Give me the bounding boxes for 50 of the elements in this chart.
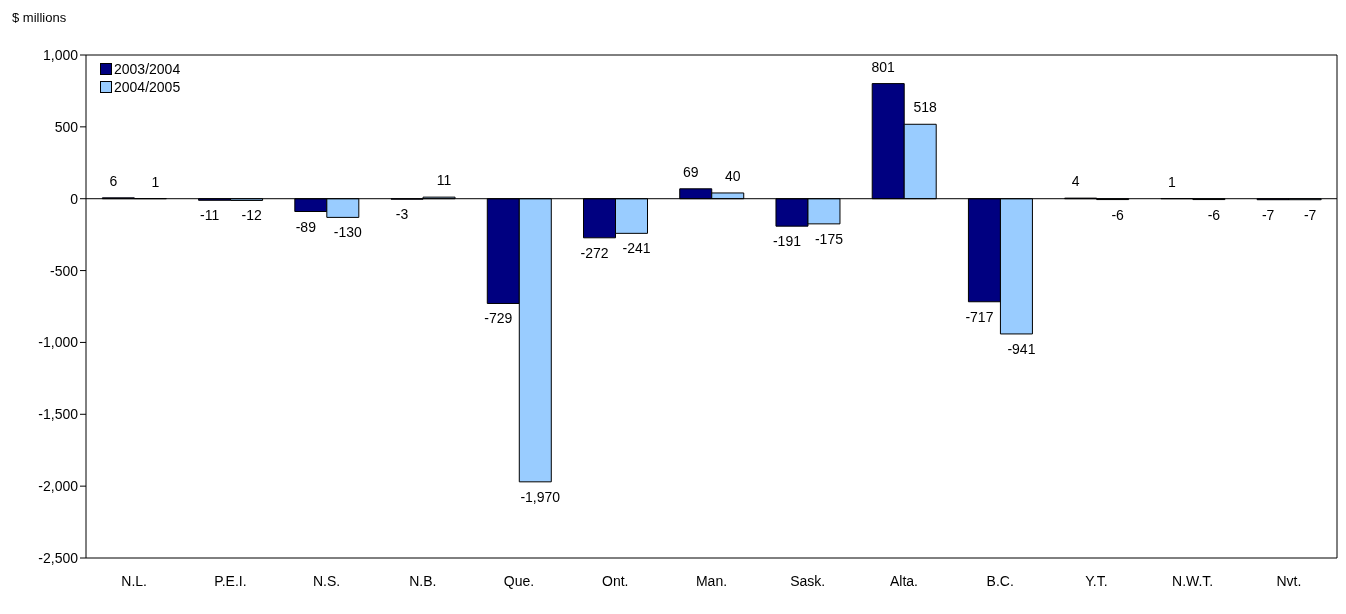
y-tick-label: -1,000 <box>38 334 79 351</box>
x-tick-label: Man. <box>695 572 728 589</box>
data-label: 40 <box>724 167 741 184</box>
data-label: -1,970 <box>520 488 561 505</box>
data-label: 518 <box>913 99 938 116</box>
data-label: -729 <box>484 310 513 327</box>
x-tick-label: Nvt. <box>1276 572 1302 589</box>
x-tick-label: P.E.I. <box>214 572 247 589</box>
data-label: -130 <box>333 224 363 241</box>
y-tick-label: 1,000 <box>42 46 79 63</box>
data-label: 1 <box>1168 173 1176 190</box>
data-label: -12 <box>241 207 262 224</box>
y-tick-label: -1,500 <box>38 406 79 423</box>
y-tick-label: 0 <box>70 190 79 207</box>
legend-label: 2003/2004 <box>114 60 181 78</box>
y-tick-label: -2,000 <box>38 478 79 495</box>
data-label: -272 <box>580 244 609 261</box>
y-tick-label: -2,500 <box>38 549 79 566</box>
x-tick-label: N.S. <box>312 572 341 589</box>
data-label: -241 <box>622 240 651 257</box>
x-tick-label: N.B. <box>409 572 437 589</box>
data-label: 1 <box>151 173 160 190</box>
data-label: 69 <box>682 163 699 180</box>
data-label: -3 <box>395 206 409 223</box>
data-label: 11 <box>436 172 452 189</box>
x-tick-label: Ont. <box>602 572 629 589</box>
data-label: 6 <box>109 172 118 189</box>
legend-label: 2004/2005 <box>114 78 181 96</box>
data-label: 801 <box>871 58 896 75</box>
data-label: -941 <box>1007 340 1036 357</box>
data-label: -7 <box>1261 206 1275 223</box>
data-label: -717 <box>965 308 994 325</box>
data-label: -11 <box>199 207 220 224</box>
data-label: -6 <box>1111 206 1125 223</box>
x-tick-label: N.L. <box>121 572 147 589</box>
data-label: 4 <box>1071 173 1080 190</box>
data-label: -7 <box>1303 206 1317 223</box>
x-tick-label: Que. <box>503 572 535 589</box>
y-tick-label: -500 <box>49 262 79 279</box>
x-tick-label: B.C. <box>986 572 1014 589</box>
y-tick-label: 500 <box>54 118 79 135</box>
x-tick-label: Sask. <box>790 572 826 589</box>
data-label: -191 <box>772 233 802 250</box>
x-tick-label: Alta. <box>889 572 918 589</box>
data-label: -89 <box>295 218 317 235</box>
data-label: -6 <box>1207 206 1221 223</box>
x-tick-label: Y.T. <box>1085 572 1108 589</box>
data-label: -175 <box>814 230 844 247</box>
y-axis-title: $ millions <box>12 10 67 25</box>
x-tick-label: N.W.T. <box>1172 572 1214 589</box>
